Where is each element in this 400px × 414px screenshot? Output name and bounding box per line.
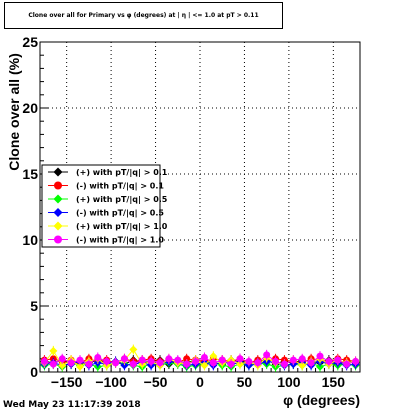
title-box: Clone over all for Primary vs φ (degrees…: [4, 2, 283, 29]
x-tick-label: −50: [144, 374, 168, 390]
legend-marker: [53, 194, 63, 204]
x-tick-label: −150: [51, 374, 83, 390]
y-tick-label: 15: [22, 166, 38, 182]
y-tick-label: 10: [22, 232, 38, 248]
legend-marker: [54, 181, 62, 190]
legend-label: (+) with pT/|q| > 0.1: [76, 168, 168, 177]
y-axis-label: Clone over all (%): [6, 53, 22, 171]
y-tick-label: 20: [22, 100, 38, 116]
x-tick-label: 100: [277, 374, 301, 390]
x-tick-label: 0: [196, 374, 204, 390]
legend-label: (+) with pT/|q| > 0.5: [76, 195, 168, 204]
x-tick-label: 150: [322, 374, 346, 390]
tick-labels: −150 −100 −50 0 50 100 150 0 5 10 15 20 25: [22, 34, 345, 390]
legend-label: (-) with pT/|q| > 0.5: [76, 209, 164, 218]
timestamp: Wed May 23 11:17:39 2018: [3, 400, 141, 410]
chart-title: Clone over all for Primary vs φ (degrees…: [28, 12, 259, 19]
series-group: [40, 349, 360, 370]
legend-marker: [54, 235, 62, 244]
y-tick-label: 0: [30, 364, 38, 380]
y-tick-label: 25: [22, 34, 38, 50]
legend-box: [41, 164, 161, 248]
legend-marker: [53, 208, 63, 217]
y-tick-label: 5: [30, 298, 38, 314]
legend: (+) with pT/|q| > 0.1 (-) with pT/|q| > 0…: [41, 164, 168, 248]
legend-marker: [53, 167, 63, 177]
legend-marker: [53, 221, 63, 231]
data-points: [40, 344, 360, 372]
legend-label: (-) with pT/|q| > 0.1: [76, 182, 164, 191]
axis-ticks: [39, 41, 361, 373]
grid-lines: [40, 42, 360, 372]
x-axis-label: φ (degrees): [283, 392, 360, 408]
x-tick-label: −100: [95, 374, 127, 390]
legend-label: (-) with pT/|q| > 1.0: [76, 236, 164, 245]
x-tick-label: 50: [237, 374, 253, 390]
legend-label: (+) with pT/|q| > 1.0: [76, 222, 168, 231]
series-line: [44, 354, 356, 365]
